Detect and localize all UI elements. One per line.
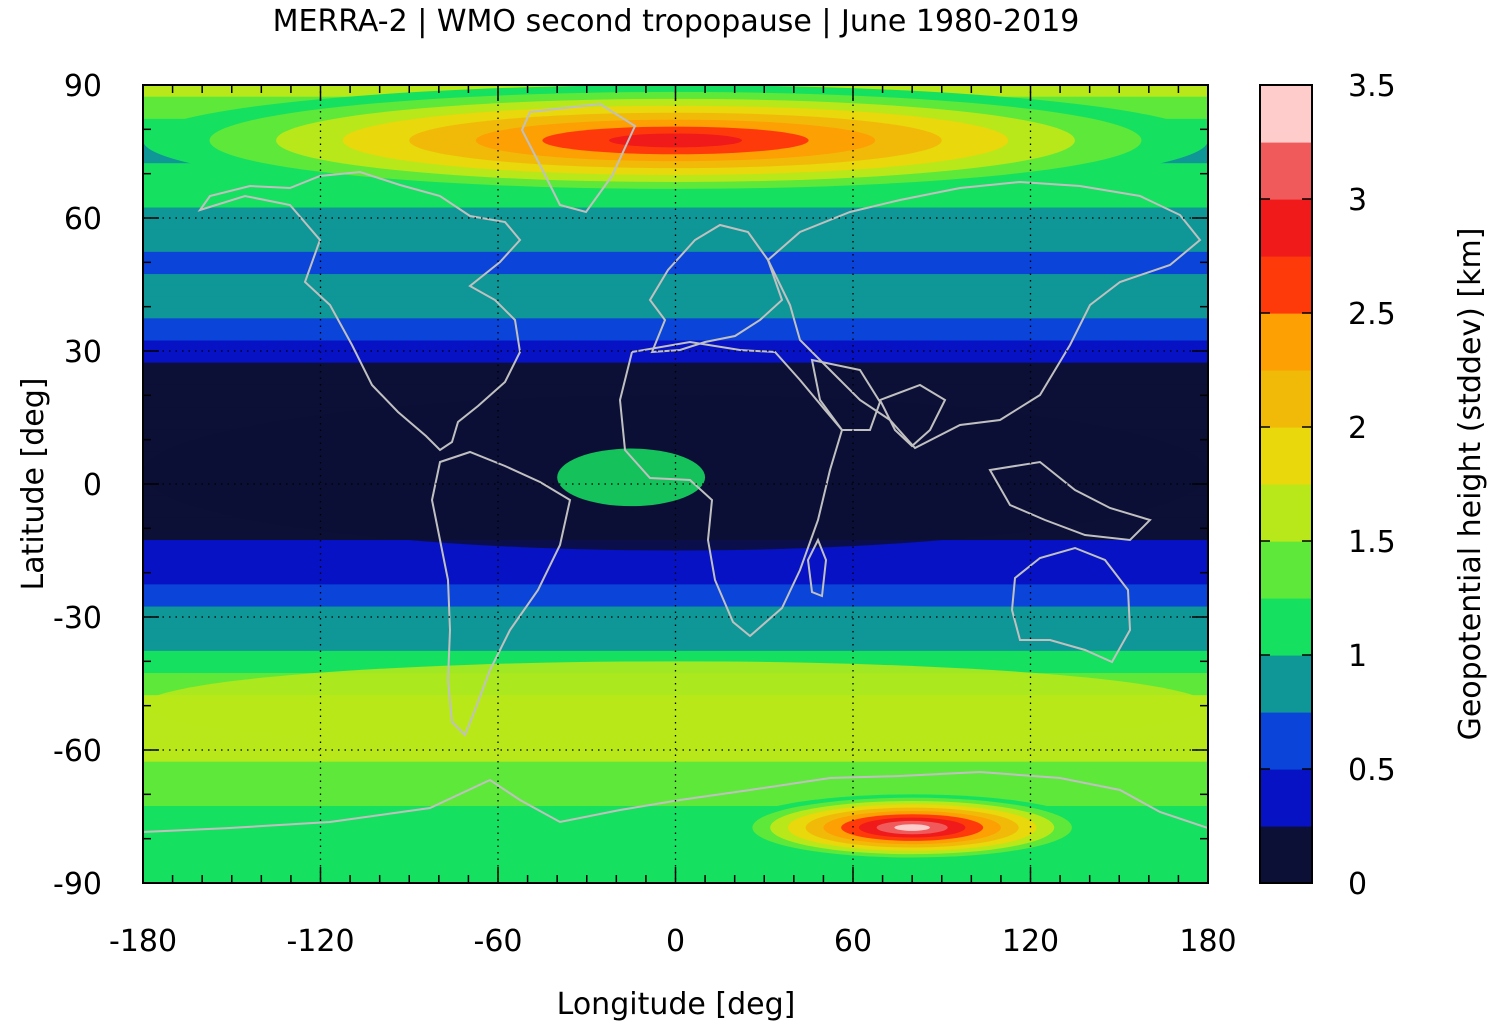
heatmap-feature: [143, 661, 1208, 751]
plot-area: [143, 85, 1208, 883]
coastline-greenland: [520, 102, 637, 214]
x-axis-label: Longitude [deg]: [557, 987, 796, 1022]
heatmap-band: [143, 362, 1208, 385]
colorbar-swatch: [1260, 769, 1312, 827]
heatmap-band: [143, 605, 1208, 629]
colorbar-ticks: [1260, 84, 1312, 884]
colorbar-swatch: [1260, 541, 1312, 599]
coastline-europe: [648, 223, 784, 354]
colorbar-tick-label: 2: [1348, 411, 1367, 446]
y-axis-tick-labels: -90 -60 -30 0 30 60 90: [53, 69, 102, 902]
y-tick-label: 90: [64, 69, 102, 104]
colorbar-swatches: [1260, 85, 1312, 884]
y-tick-label: 60: [64, 202, 102, 237]
colorbar-tick-label: 0: [1348, 867, 1367, 902]
heatmap-band: [143, 761, 1208, 784]
colorbar-swatch: [1260, 826, 1312, 884]
colorbar-tick-label: 3.5: [1348, 69, 1396, 104]
x-tick-label: 180: [1179, 924, 1236, 959]
colorbar-swatch: [1260, 370, 1312, 428]
colorbar-swatch: [1260, 199, 1312, 257]
colorbar-swatch: [1260, 313, 1312, 371]
heatmap-feature-contour: [894, 824, 930, 831]
x-tick-label: 60: [834, 924, 872, 959]
coastlines: [143, 102, 1208, 833]
heatmap-band: [143, 317, 1208, 341]
colorbar: 0 0.5 1 1.5 2 2.5 3 3.5: [1259, 69, 1396, 902]
y-tick-label: -60: [53, 734, 102, 769]
colorbar-swatch: [1260, 85, 1312, 143]
colorbar-tick-labels: 0 0.5 1 1.5 2 2.5 3 3.5: [1348, 69, 1396, 902]
heatmap-band: [143, 738, 1208, 762]
colorbar-tick-label: 1: [1348, 639, 1367, 674]
heatmap-band: [143, 229, 1208, 252]
colorbar-swatch: [1260, 484, 1312, 542]
coastline-north-america: [197, 170, 522, 452]
y-tick-label: -90: [53, 867, 102, 902]
x-tick-label: 120: [1002, 924, 1059, 959]
x-tick-label: -120: [286, 924, 354, 959]
heatmap-band: [143, 206, 1208, 230]
colorbar-swatch: [1260, 655, 1312, 713]
coastline-asia: [766, 180, 1202, 450]
y-tick-label: 0: [83, 468, 102, 503]
colorbar-label: Geopotential height (stddev) [km]: [1453, 228, 1488, 741]
colorbar-tick-label: 2.5: [1348, 297, 1396, 332]
colorbar-swatch: [1260, 256, 1312, 314]
colorbar-tick-label: 0.5: [1348, 753, 1396, 788]
coastline-africa: [618, 340, 844, 638]
y-axis-label: Latitude [deg]: [16, 378, 51, 591]
heatmap-band: [143, 273, 1208, 297]
chart-title: MERRA-2 | WMO second tropopause | June 1…: [273, 4, 1080, 39]
colorbar-swatch: [1260, 427, 1312, 485]
colorbar-swatch: [1260, 712, 1312, 770]
colorbar-tick-label: 1.5: [1348, 525, 1396, 560]
y-axis-ticks: [143, 84, 1208, 884]
coastline-madagascar: [806, 537, 828, 598]
colorbar-swatch: [1260, 598, 1312, 656]
colorbar-tick-label: 3: [1348, 183, 1367, 218]
coastline-maritime: [988, 460, 1152, 542]
y-tick-label: -30: [53, 601, 102, 636]
x-tick-label: -60: [474, 924, 523, 959]
heatmap-band: [143, 539, 1208, 563]
x-tick-label: -180: [109, 924, 177, 959]
x-axis-ticks: [142, 85, 1209, 883]
heatmap-feature: [557, 448, 706, 507]
x-axis-tick-labels: -180 -120 -60 0 60 120 180: [109, 924, 1237, 959]
x-tick-label: 0: [666, 924, 685, 959]
heatmap-band: [143, 583, 1208, 607]
coastline-arabia-india: [810, 358, 947, 448]
colorbar-swatch: [1260, 142, 1312, 200]
coastline-australia: [1010, 546, 1132, 664]
colorbar-frame: [1259, 84, 1313, 884]
heatmap-feature-contour: [608, 133, 743, 148]
coastline-antarctica: [143, 770, 1208, 833]
y-tick-label: 30: [64, 335, 102, 370]
heatmap-band: [143, 628, 1208, 651]
coastline-south-america: [430, 450, 572, 737]
